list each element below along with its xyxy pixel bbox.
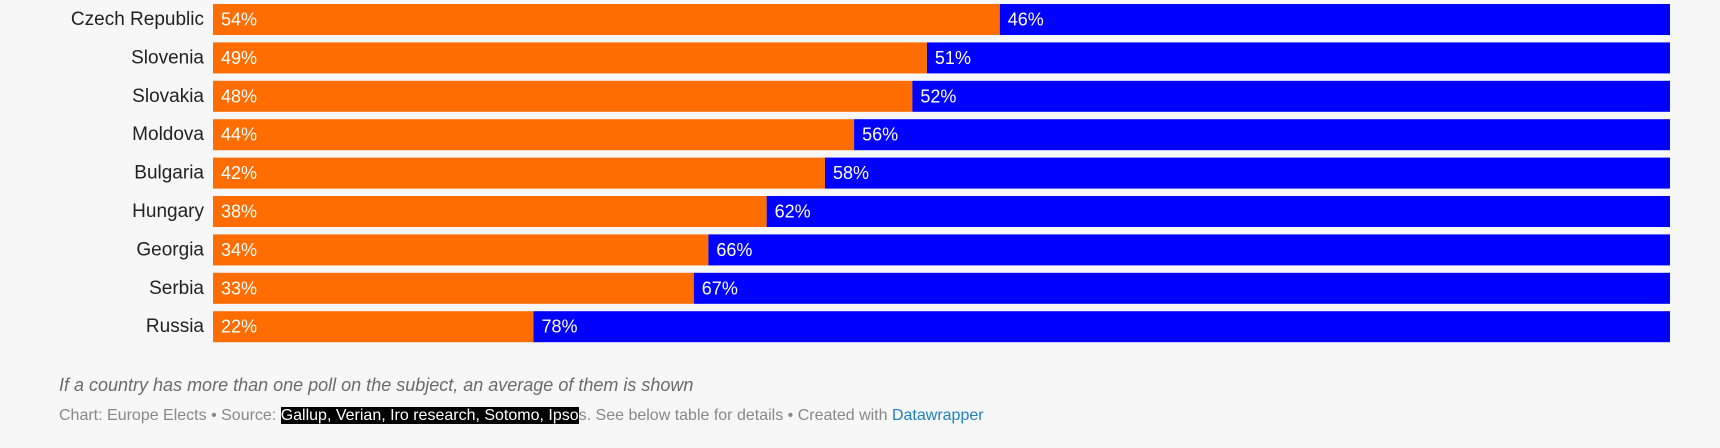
data-label-russia-series-1: 22%: [221, 317, 257, 337]
data-label-russia-series-2: 78%: [542, 317, 578, 337]
bar-bulgaria-series-2: [824, 157, 1670, 189]
data-label-hungary-series-1: 38%: [221, 202, 257, 222]
category-label-bulgaria: Bulgaria: [134, 163, 204, 184]
bar-russia-series-1: [213, 311, 534, 343]
bar-hungary-series-2: [766, 196, 1670, 227]
bar-czech-republic-series-2: [999, 4, 1670, 35]
data-label-bulgaria-series-1: 42%: [221, 163, 257, 183]
bar-czech-republic-series-1: [213, 4, 1000, 35]
data-label-serbia-series-1: 33%: [221, 278, 257, 298]
chart-footer: Chart: Europe Elects • Source: Gallup, V…: [59, 407, 984, 425]
bar-slovenia-series-1: [213, 42, 927, 74]
category-label-slovakia: Slovakia: [132, 86, 204, 107]
bar-bulgaria-series-1: [213, 157, 825, 189]
data-label-czech-republic-series-2: 46%: [1008, 10, 1044, 30]
bar-hungary-series-1: [213, 196, 767, 227]
data-label-georgia-series-1: 34%: [221, 240, 257, 260]
footer-credit: Chart: Europe Elects • Source:: [59, 407, 281, 424]
data-label-hungary-series-2: 62%: [775, 202, 811, 222]
bar-georgia-series-1: [213, 234, 709, 266]
data-label-czech-republic-series-1: 54%: [221, 10, 257, 30]
data-label-georgia-series-2: 66%: [716, 240, 752, 260]
bar-moldova-series-2: [854, 119, 1670, 151]
data-label-bulgaria-series-2: 58%: [833, 163, 869, 183]
bar-serbia-series-1: [213, 272, 694, 304]
category-label-hungary: Hungary: [132, 201, 204, 222]
chart-notes: If a country has more than one poll on t…: [59, 375, 694, 395]
datawrapper-link[interactable]: Datawrapper: [891, 407, 984, 424]
bar-moldova-series-1: [213, 119, 855, 151]
category-label-moldova: Moldova: [132, 124, 204, 145]
data-label-slovenia-series-1: 49%: [221, 48, 257, 68]
data-label-slovakia-series-2: 52%: [920, 86, 956, 106]
footer-source-rest: s. See below table for details • Created…: [578, 407, 892, 424]
footer-source-highlighted: Gallup, Verian, Iro research, Sotomo, Ip…: [280, 407, 579, 424]
data-label-slovenia-series-2: 51%: [935, 48, 971, 68]
bar-slovenia-series-2: [926, 42, 1670, 74]
bar-georgia-series-2: [708, 234, 1670, 266]
data-label-serbia-series-2: 67%: [702, 278, 738, 298]
category-label-slovenia: Slovenia: [131, 47, 204, 68]
category-label-serbia: Serbia: [149, 278, 204, 299]
bar-slovakia-series-2: [912, 80, 1670, 112]
data-label-slovakia-series-1: 48%: [221, 86, 257, 106]
category-label-russia: Russia: [146, 316, 205, 337]
bar-slovakia-series-1: [213, 80, 913, 112]
bar-russia-series-2: [533, 311, 1670, 343]
category-label-czech-republic: Czech Republic: [71, 9, 204, 30]
stacked-bar-chart: Czech Republic 54% 46% Slovenia 49% 51% Slovak…: [71, 4, 1670, 343]
data-label-moldova-series-1: 44%: [221, 125, 257, 145]
data-label-moldova-series-2: 56%: [862, 125, 898, 145]
category-label-georgia: Georgia: [136, 239, 204, 260]
bar-serbia-series-2: [693, 272, 1670, 304]
